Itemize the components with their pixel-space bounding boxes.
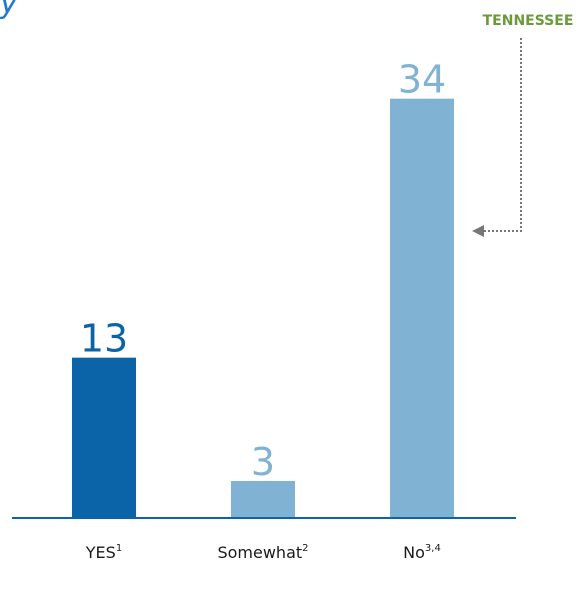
header-fragment: y: [0, 0, 18, 21]
bar-yes: [72, 357, 136, 518]
callout-arrow-icon: [472, 225, 484, 237]
category-labels-layer: YES1 Somewhat2 No3,4: [85, 543, 441, 562]
value-label-somewhat: 3: [251, 440, 275, 484]
category-label-somewhat: Somewhat2: [217, 543, 308, 562]
bar-no: [390, 98, 454, 519]
bars-layer: [72, 98, 454, 519]
value-label-yes: 13: [80, 317, 128, 361]
value-label-no: 34: [398, 58, 446, 102]
category-label-yes: YES1: [85, 543, 122, 562]
bar-somewhat: [231, 481, 295, 518]
callout-connector-line: [482, 38, 522, 232]
callout: TENNESSEE: [472, 13, 573, 237]
callout-label-tennessee: TENNESSEE: [483, 13, 574, 29]
value-labels-layer: 13 3 34: [80, 58, 446, 484]
category-label-no: No3,4: [403, 543, 441, 562]
